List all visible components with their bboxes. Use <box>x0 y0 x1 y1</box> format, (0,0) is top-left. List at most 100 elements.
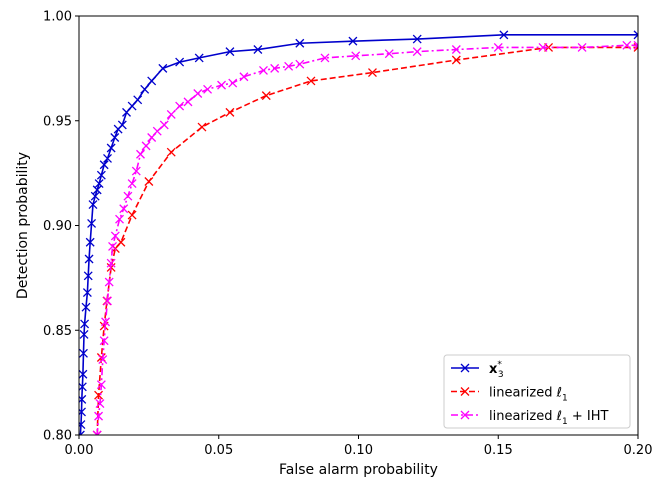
series-marker-2 <box>96 380 106 390</box>
series-marker-0 <box>81 302 91 312</box>
series-marker-2 <box>577 42 587 52</box>
series-marker-0 <box>87 218 97 228</box>
series-marker-0 <box>79 382 87 392</box>
series-marker-2 <box>183 97 193 107</box>
series-marker-2 <box>98 355 108 365</box>
series-marker-2 <box>141 141 151 151</box>
series-marker-0 <box>79 348 88 358</box>
series-marker-1 <box>368 68 377 78</box>
series-marker-2 <box>451 45 461 54</box>
series-marker-2 <box>239 72 249 82</box>
x-tick-label: 0.15 <box>484 443 513 458</box>
legend-marker-1 <box>460 387 470 396</box>
series-marker-2 <box>538 42 548 52</box>
series-marker-2 <box>412 47 422 57</box>
series-marker-0 <box>85 237 95 247</box>
series-marker-1 <box>94 390 104 400</box>
x-tick-label: 0.05 <box>204 443 233 458</box>
series-marker-1 <box>166 147 176 157</box>
series-marker-0 <box>225 47 235 57</box>
series-marker-2 <box>103 296 112 306</box>
series-marker-0 <box>79 407 86 417</box>
series-marker-2 <box>295 59 305 69</box>
series-marker-1 <box>451 55 461 65</box>
series-marker-2 <box>633 40 638 50</box>
series-marker-2 <box>92 430 102 435</box>
series-marker-1 <box>306 76 316 86</box>
legend-label-0: x* 3 <box>489 360 504 380</box>
series-marker-1 <box>127 210 137 220</box>
series-marker-0 <box>94 179 104 189</box>
series-2 <box>92 40 638 435</box>
y-tick-label: 0.90 <box>43 219 72 234</box>
y-tick-label: 1.00 <box>43 10 72 25</box>
legend: x* 3 linearized ℓ1 linearized ℓ1 + IHT <box>443 354 631 429</box>
series-marker-0 <box>110 133 120 142</box>
series-marker-2 <box>159 120 169 130</box>
series-marker-0 <box>79 420 86 429</box>
series-marker-2 <box>119 204 129 214</box>
series-marker-0 <box>194 53 204 63</box>
series-marker-2 <box>493 42 503 52</box>
series-marker-1 <box>144 177 154 186</box>
series-marker-0 <box>79 430 85 435</box>
x-tick-label: 0.20 <box>624 443 653 458</box>
series-marker-2 <box>622 40 632 50</box>
legend-box <box>443 354 631 429</box>
series-marker-0 <box>79 369 88 379</box>
series-marker-2 <box>270 63 280 73</box>
series-marker-2 <box>104 277 114 287</box>
series-marker-0 <box>84 254 94 264</box>
series-marker-1 <box>197 122 207 132</box>
series-marker-2 <box>175 101 185 111</box>
series-marker-2 <box>127 179 137 189</box>
series-marker-2 <box>99 336 109 346</box>
series-marker-2 <box>228 78 238 88</box>
x-tick-label: 0.10 <box>344 443 373 458</box>
x-axis-label: False alarm probability <box>279 462 438 478</box>
series-marker-0 <box>117 120 127 130</box>
series-marker-2 <box>284 61 294 71</box>
y-tick-label: 0.85 <box>43 324 72 339</box>
legend-label-2: linearized ℓ1 + IHT <box>489 409 608 427</box>
series-marker-2 <box>106 258 116 268</box>
series-marker-0 <box>147 76 157 86</box>
series-marker-0 <box>88 200 98 210</box>
series-marker-2 <box>166 110 176 119</box>
series-marker-2 <box>110 231 120 241</box>
series-marker-0 <box>348 36 358 46</box>
series-marker-2 <box>384 49 394 59</box>
series-marker-2 <box>203 84 213 94</box>
series-marker-0 <box>92 185 102 195</box>
series-marker-2 <box>131 166 141 176</box>
series-marker-2 <box>136 149 145 159</box>
series-marker-0 <box>633 30 638 40</box>
series-marker-0 <box>82 288 92 297</box>
series-marker-0 <box>412 34 422 44</box>
series-marker-2 <box>95 399 105 409</box>
series-marker-2 <box>259 66 268 75</box>
series-marker-0 <box>96 170 106 180</box>
series-marker-0 <box>175 57 185 67</box>
series-marker-0 <box>499 30 509 40</box>
series-marker-2 <box>108 241 117 251</box>
series-marker-0 <box>79 329 89 339</box>
series-marker-0 <box>133 95 143 105</box>
series-marker-0 <box>103 154 112 163</box>
series-marker-0 <box>140 84 150 94</box>
legend-marker-0 <box>460 363 470 373</box>
series-marker-0 <box>99 160 109 170</box>
series-marker-0 <box>90 191 100 201</box>
series-marker-2 <box>115 214 124 224</box>
series-marker-1 <box>261 91 271 101</box>
series-marker-2 <box>320 53 330 63</box>
series-marker-2 <box>94 411 104 421</box>
series-marker-2 <box>123 191 133 201</box>
series-marker-0 <box>80 319 90 329</box>
series-marker-0 <box>83 271 93 281</box>
y-axis-label: Detection probability <box>15 152 31 299</box>
x-tick-label: 0.00 <box>65 443 94 458</box>
legend-marker-2 <box>460 410 470 420</box>
series-marker-0 <box>253 45 263 54</box>
